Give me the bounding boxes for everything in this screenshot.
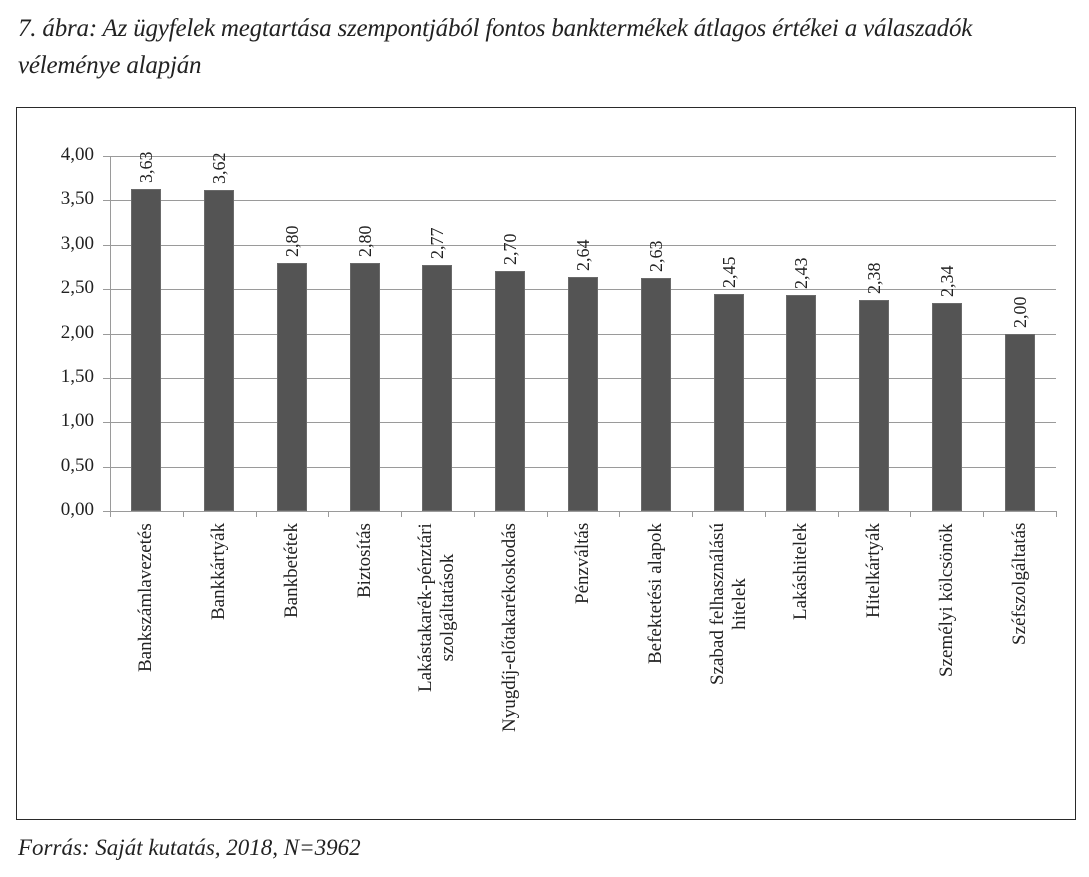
figure-source: Forrás: Saját kutatás, 2018, N=3962	[18, 835, 361, 860]
figure-caption: 7. ábra: Az ügyfelek megtartása szempont…	[18, 15, 973, 79]
chart-frame	[16, 107, 1076, 820]
